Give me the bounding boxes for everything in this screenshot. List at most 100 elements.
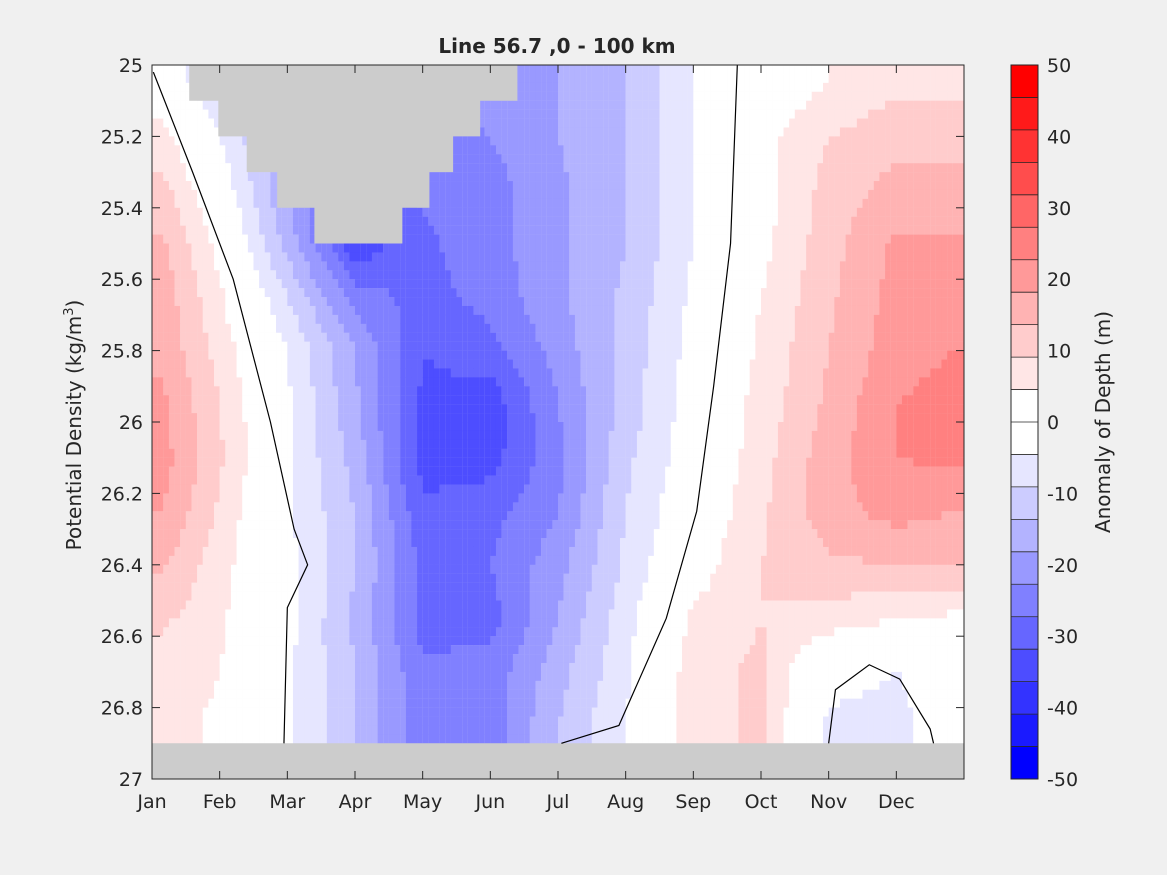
heatmap-cell: [197, 207, 203, 217]
heatmap-cell: [270, 297, 277, 307]
heatmap-cell: [851, 297, 857, 307]
heatmap-cell: [930, 100, 936, 110]
heatmap-cell: [208, 359, 215, 369]
heatmap-cell: [383, 323, 389, 333]
heatmap-cell: [479, 145, 485, 155]
heatmap-cell: [586, 305, 592, 316]
heatmap-cell: [163, 172, 170, 182]
heatmap-cell: [777, 341, 784, 351]
heatmap-cell: [856, 163, 863, 173]
heatmap-cell: [603, 252, 609, 262]
heatmap-cell: [890, 127, 897, 137]
heatmap-cell: [388, 359, 395, 369]
heatmap-cell: [738, 118, 745, 128]
heatmap-cell: [913, 225, 920, 235]
heatmap-cell: [529, 109, 536, 119]
heatmap-cell: [710, 243, 717, 253]
heatmap-cell: [422, 279, 429, 289]
plot-area: Jan Feb Mar Apr May Jun Jul Aug Sep Oct Nov Dec2525…: [101, 55, 965, 813]
heatmap-cell: [687, 118, 694, 128]
heatmap-cell: [450, 368, 457, 378]
heatmap-cell: [862, 341, 869, 351]
heatmap-cell: [298, 323, 305, 333]
heatmap-cell: [907, 109, 914, 119]
heatmap-cell: [524, 100, 530, 110]
heatmap-cell: [879, 279, 886, 289]
heatmap-cell: [479, 216, 485, 226]
heatmap-cell: [811, 252, 818, 262]
heatmap-cell: [197, 350, 203, 360]
heatmap-cell: [839, 234, 846, 244]
heatmap-cell: [315, 297, 322, 307]
heatmap-cell: [428, 359, 435, 369]
heatmap-cell: [806, 73, 812, 84]
heatmap-cell: [682, 252, 688, 262]
heatmap-cell: [608, 127, 615, 137]
heatmap-cell: [546, 172, 553, 182]
heatmap-cell: [761, 207, 767, 217]
heatmap-cell: [152, 172, 158, 182]
heatmap-cell: [749, 323, 756, 333]
heatmap-cell: [766, 350, 773, 360]
heatmap-cell: [620, 314, 626, 325]
heatmap-cell: [648, 314, 654, 325]
heatmap-cell: [665, 82, 671, 92]
heatmap-cell: [433, 181, 440, 191]
heatmap-cell: [766, 145, 773, 155]
heatmap-cell: [941, 288, 948, 298]
heatmap-cell: [755, 305, 762, 316]
heatmap-cell: [636, 279, 643, 289]
heatmap-cell: [332, 332, 339, 342]
heatmap-cell: [896, 305, 903, 316]
heatmap-cell: [783, 145, 790, 155]
heatmap-cell: [518, 368, 525, 378]
heatmap-cell: [608, 91, 615, 101]
heatmap-cell: [349, 261, 356, 271]
heatmap-cell: [952, 172, 959, 182]
heatmap-cell: [428, 297, 435, 307]
heatmap-cell: [879, 163, 886, 173]
heatmap-cell: [349, 368, 356, 378]
heatmap-cell: [439, 305, 446, 316]
heatmap-cell: [755, 109, 762, 119]
heatmap-cell: [366, 297, 373, 307]
heatmap-cell: [214, 350, 220, 360]
heatmap-cell: [546, 288, 553, 298]
heatmap-cell: [558, 243, 564, 253]
heatmap-cell: [738, 341, 745, 351]
heatmap-cell: [941, 216, 948, 226]
heatmap-cell: [433, 216, 440, 226]
heatmap-cell: [501, 350, 508, 360]
heatmap-cell: [755, 359, 762, 369]
heatmap-cell: [845, 225, 852, 235]
heatmap-cell: [873, 109, 880, 119]
heatmap-cell: [614, 279, 621, 289]
heatmap-cell: [433, 314, 440, 325]
heatmap-cell: [789, 118, 795, 128]
heatmap-cell: [191, 279, 198, 289]
heatmap-cell: [552, 127, 559, 137]
heatmap-cell: [744, 127, 750, 137]
heatmap-cell: [670, 323, 677, 333]
heatmap-cell: [839, 154, 846, 164]
heatmap-cell: [343, 261, 350, 271]
heatmap-cell: [755, 91, 762, 101]
heatmap-cell: [309, 216, 316, 226]
heatmap-cell: [185, 341, 192, 351]
heatmap-cell: [868, 332, 874, 342]
heatmap-cell: [777, 109, 784, 119]
heatmap-cell: [563, 323, 570, 333]
heatmap-cell: [558, 163, 564, 173]
heatmap-cell: [445, 323, 451, 333]
heatmap-cell: [777, 288, 784, 298]
heatmap-cell: [321, 261, 327, 271]
heatmap-cell: [693, 100, 700, 110]
heatmap-cell: [885, 216, 891, 226]
heatmap-cell: [433, 279, 440, 289]
heatmap-cell: [603, 234, 609, 244]
heatmap-cell: [535, 136, 542, 146]
heatmap-cell: [281, 341, 288, 351]
heatmap-cell: [698, 198, 705, 208]
heatmap-cell: [794, 216, 801, 226]
heatmap-cell: [467, 181, 474, 191]
